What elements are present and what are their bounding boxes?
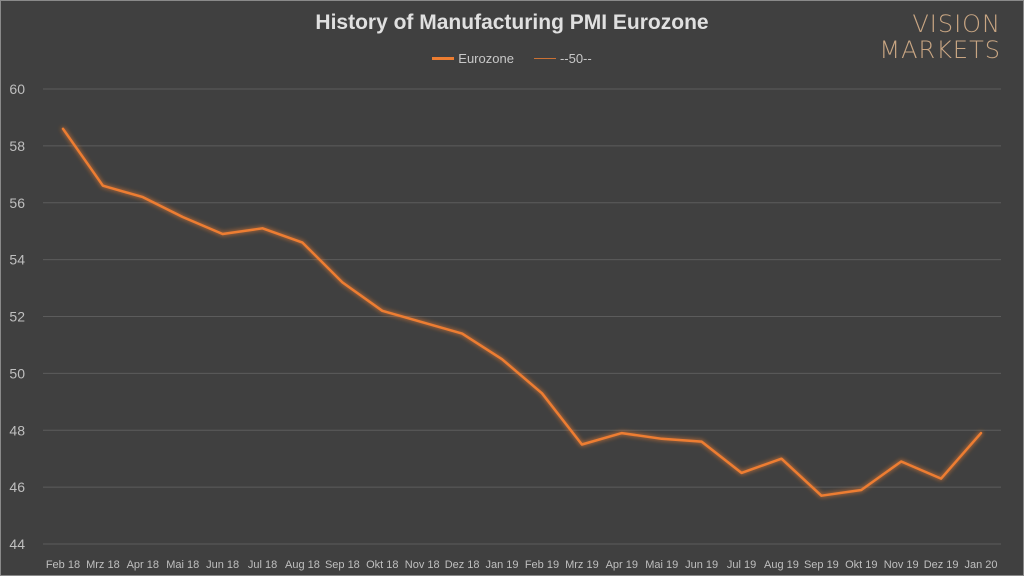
y-tick-label: 60 <box>9 81 25 97</box>
series-lines <box>61 127 983 497</box>
y-tick-label: 44 <box>9 536 25 552</box>
legend-swatch-eurozone <box>432 57 455 60</box>
y-tick-label: 50 <box>9 365 25 381</box>
x-tick-label: Mai 19 <box>645 559 678 571</box>
x-tick-label: Sep 19 <box>804 559 839 571</box>
legend-item-50: --50-- <box>533 51 592 66</box>
x-tick-label: Sep 18 <box>325 559 360 571</box>
chart-legend: Eurozone --50-- <box>1 51 1023 66</box>
x-tick-label: Jul 18 <box>248 559 277 571</box>
x-axis: Feb 18 Mrz 18 Apr 18 Mai 18 Jun 18 Jul 18 Aug … <box>46 559 998 571</box>
x-tick-label: Jul 19 <box>727 559 756 571</box>
gridlines <box>43 88 1001 545</box>
y-tick-label: 54 <box>9 252 25 268</box>
y-tick-label: 58 <box>9 138 25 154</box>
y-tick-label: 52 <box>9 309 25 325</box>
x-tick-label: Jan 19 <box>486 559 519 571</box>
x-tick-label: Nov 19 <box>884 559 919 571</box>
x-tick-label: Jun 19 <box>685 559 718 571</box>
x-tick-label: Apr 19 <box>606 559 638 571</box>
x-tick-label: Feb 19 <box>525 559 559 571</box>
x-tick-label: Dez 19 <box>924 559 959 571</box>
legend-item-eurozone: Eurozone <box>432 51 514 66</box>
legend-label-eurozone: Eurozone <box>458 51 514 66</box>
x-tick-label: Aug 19 <box>764 559 799 571</box>
x-tick-label: Mrz 19 <box>565 559 599 571</box>
x-tick-label: Aug 18 <box>285 559 320 571</box>
x-tick-label: Apr 18 <box>127 559 159 571</box>
x-tick-label: Jan 20 <box>965 559 998 571</box>
vision-markets-logo: VISION MARKETS <box>879 11 1001 63</box>
legend-swatch-50 <box>533 58 556 59</box>
chart-title: History of Manufacturing PMI Eurozone <box>315 11 709 34</box>
legend-label-50: --50-- <box>559 51 592 66</box>
x-tick-label: Nov 18 <box>405 559 440 571</box>
y-tick-label: 48 <box>9 422 25 438</box>
y-tick-label: 56 <box>9 195 25 211</box>
series-line-eurozone <box>61 127 983 497</box>
x-tick-label: Mai 18 <box>166 559 199 571</box>
x-tick-label: Jun 18 <box>206 559 239 571</box>
y-tick-label: 46 <box>9 479 25 495</box>
x-tick-label: Okt 18 <box>366 559 398 571</box>
x-tick-label: Okt 19 <box>845 559 877 571</box>
x-tick-label: Feb 18 <box>46 559 80 571</box>
logo-line-1: VISION <box>912 10 1001 38</box>
x-tick-label: Dez 18 <box>445 559 480 571</box>
logo-line-2: MARKETS <box>879 36 1001 64</box>
y-axis: 44 46 48 50 52 54 56 58 60 <box>9 81 25 552</box>
x-tick-label: Mrz 18 <box>86 559 120 571</box>
